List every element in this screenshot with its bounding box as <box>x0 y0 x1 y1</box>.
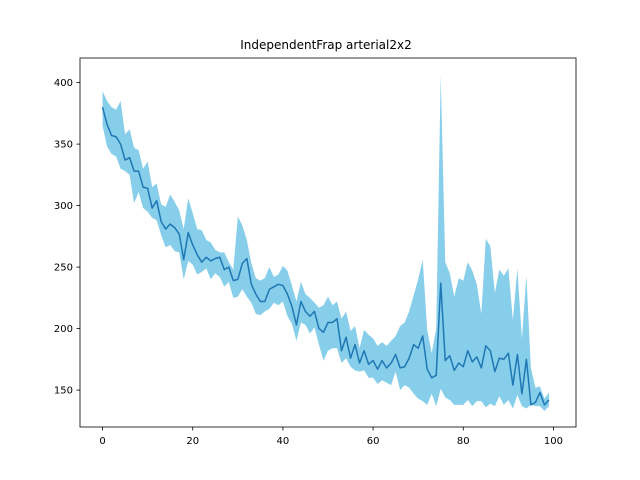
y-tick-label: 150 <box>54 386 73 397</box>
y-tick-label: 400 <box>54 78 73 89</box>
chart-title: IndependentFrap arterial2x2 <box>240 38 412 52</box>
x-tick-label: 0 <box>99 436 105 447</box>
x-tick-label: 60 <box>367 436 380 447</box>
x-tick-label: 20 <box>186 436 199 447</box>
y-tick-label: 200 <box>54 324 73 335</box>
series-0-mean-line <box>101 107 550 406</box>
x-tick-label: 40 <box>277 436 290 447</box>
x-tick-label: 80 <box>457 436 470 447</box>
x-tick-label: 100 <box>544 436 563 447</box>
y-tick-label: 350 <box>54 140 73 151</box>
y-tick-label: 300 <box>54 201 73 212</box>
series-0-band <box>102 75 549 412</box>
plot-area: 0 20 40 60 80 100 150 200 250 300 350 400 <box>54 57 577 447</box>
y-tick-label: 250 <box>54 263 73 274</box>
axes-frame <box>79 57 577 428</box>
